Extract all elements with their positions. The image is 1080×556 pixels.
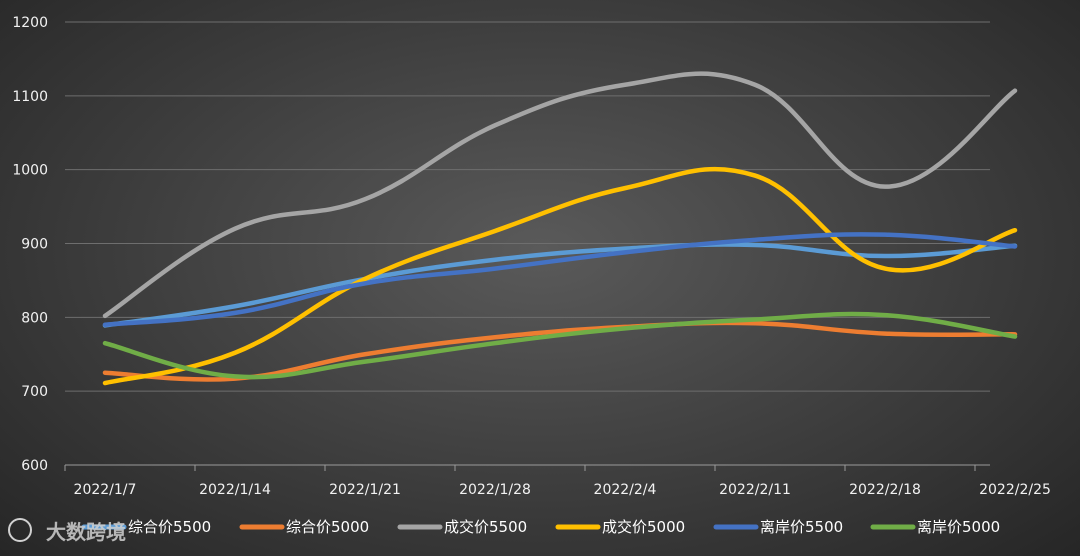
x-tick-label: 2022/2/4 (594, 482, 657, 498)
series-line-5 (102, 232, 1018, 327)
watermark-text: 大数跨境 (46, 520, 126, 544)
x-tick-label: 2022/1/28 (459, 482, 531, 498)
legend-label: 综合价5000 (286, 518, 369, 536)
axes: 600 700 800 900 1000 1100 1200 2022/1/7 2022/1/1… (12, 15, 1051, 498)
x-tick-label: 2022/2/11 (719, 482, 791, 498)
y-tick-label: 1200 (12, 15, 48, 31)
y-tick-label: 600 (21, 458, 48, 474)
x-tick-label: 2022/1/21 (329, 482, 401, 498)
series-line-1 (102, 242, 1018, 328)
x-tick-label: 2022/2/25 (979, 482, 1051, 498)
watermark-logo-icon (8, 518, 32, 542)
series-line-3 (102, 71, 1018, 319)
y-tick-label: 800 (21, 310, 48, 326)
y-tick-label: 1000 (12, 163, 48, 179)
y-tick-label: 1100 (12, 89, 48, 105)
x-tick-label: 2022/1/14 (199, 482, 271, 498)
legend-label: 综合价5500 (128, 518, 211, 536)
legend-label: 成交价5000 (602, 518, 685, 536)
legend-label: 成交价5500 (444, 518, 527, 536)
x-tick-label: 2022/2/18 (849, 482, 921, 498)
legend-label: 离岸价5000 (917, 518, 1000, 536)
series-line-6 (102, 311, 1018, 380)
y-tick-label: 700 (21, 384, 48, 400)
series-lines (102, 71, 1018, 386)
x-tick-label: 2022/1/7 (74, 482, 137, 498)
legend: 综合价5500 综合价5000 成交价5500 成交价5000 离岸价5500 离岸价50… (81, 518, 1000, 536)
series-line-4 (102, 166, 1018, 386)
watermark: 大数跨境 (8, 518, 126, 544)
legend-label: 离岸价5500 (760, 518, 843, 536)
y-tick-label: 900 (21, 237, 48, 253)
